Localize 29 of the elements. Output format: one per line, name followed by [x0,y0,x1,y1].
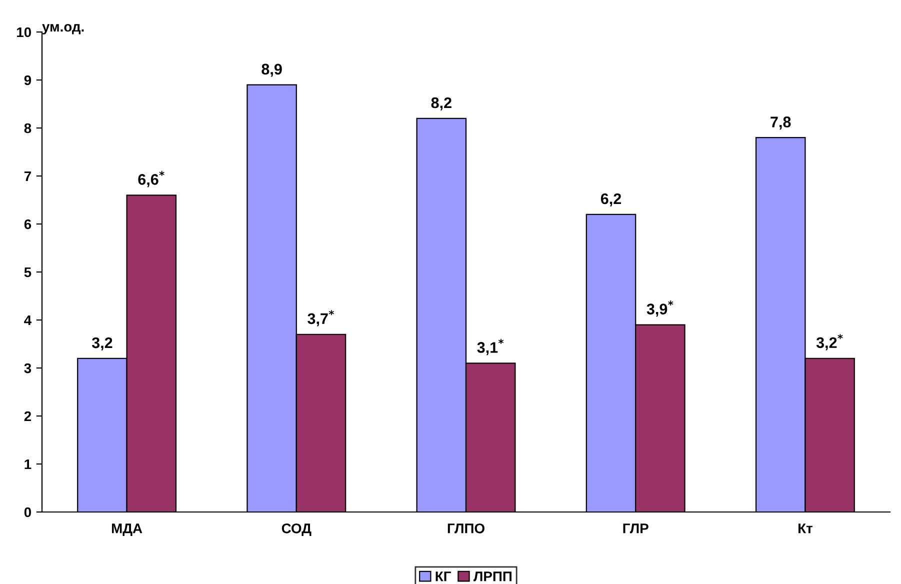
legend-label: КГ [436,572,451,582]
data-label: 6,6$^{*}$ [138,170,164,188]
y-tick-label: 9 [24,75,32,86]
data-label: 3,9$^{*}$ [646,300,674,317]
data-label: 3,2 [92,337,112,350]
y-tick-label: 7 [24,171,31,182]
y-tick-label: 4 [24,315,32,326]
data-label: 3,2$^{*}$ [816,334,843,350]
legend-label: ЛРПП [473,572,512,582]
data-label: 3,7$^{*}$ [308,310,334,326]
y-axis-title: ум.од. [42,24,84,34]
data-label: 8,9 [262,64,282,77]
x-tick-label: СОД [282,523,312,536]
x-tick-label: Кт [798,524,812,534]
y-tick-label: 3 [24,363,32,374]
y-tick-label: 6 [24,219,32,230]
y-tick-label: 10 [17,27,32,38]
data-label: 3,1$^{*}$ [477,338,504,356]
data-label: 6,2 [600,193,622,206]
y-tick-label: 8 [24,123,32,134]
x-tick-label: МДА [112,524,142,536]
x-tick-label: ГЛР [623,524,648,534]
data-label: 7,8 [770,116,791,130]
x-tick-label: ГЛПО [448,523,484,534]
y-tick-label: 1 [24,459,32,470]
y-tick-label: 2 [24,411,32,422]
y-tick-label: 0 [24,507,32,518]
data-label: 8,2 [431,97,452,110]
y-tick-label: 5 [24,267,32,278]
